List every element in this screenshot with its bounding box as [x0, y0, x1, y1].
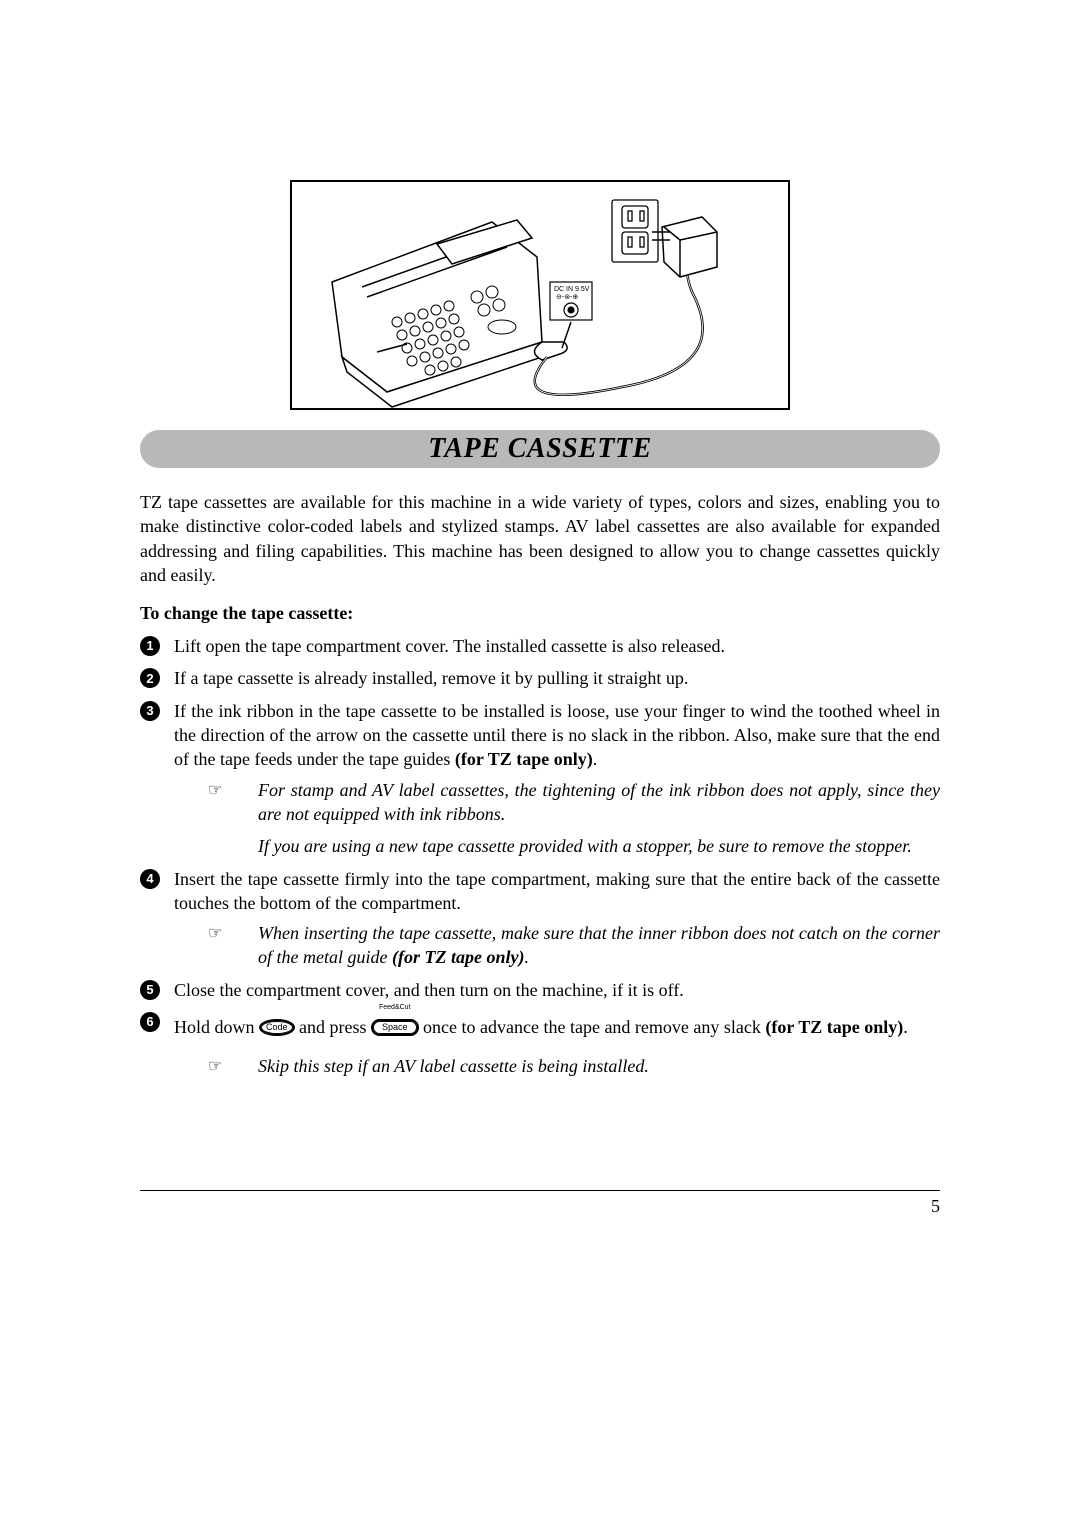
- polarity-label: ⊖-⊛-⊕: [556, 294, 578, 301]
- step-4: Insert the tape cassette firmly into the…: [140, 867, 940, 970]
- note-2: If you are using a new tape cassette pro…: [174, 834, 940, 858]
- step-6-text-c: once to advance the tape and remove any …: [419, 1017, 766, 1037]
- subheading: To change the tape cassette:: [140, 603, 940, 624]
- step-3-text-c: .: [593, 749, 598, 769]
- illustration-adapter: DC IN 9.5V ⊖-⊛-⊕: [290, 180, 790, 410]
- step-1: Lift open the tape compartment cover. Th…: [140, 634, 940, 658]
- step-5: Close the compartment cover, and then tu…: [140, 978, 940, 1002]
- step-6-text-b: and press: [295, 1017, 371, 1037]
- pointer-icon: ☞: [208, 921, 258, 970]
- step-4-text: Insert the tape cassette firmly into the…: [174, 869, 940, 913]
- feedcut-label: Feed&Cut: [379, 1001, 411, 1014]
- step-6-text-e: .: [903, 1017, 908, 1037]
- page-number: 5: [931, 1196, 940, 1217]
- footer-rule: [140, 1190, 940, 1191]
- intro-paragraph: TZ tape cassettes are available for this…: [140, 490, 940, 587]
- note-1: ☞ For stamp and AV label cassettes, the …: [174, 778, 940, 827]
- pointer-icon: ☞: [208, 778, 258, 827]
- step-3-bold: (for TZ tape only): [455, 749, 593, 769]
- step-2: If a tape cassette is already installed,…: [140, 666, 940, 690]
- section-heading-pill: TAPE CASSETTE: [140, 430, 940, 468]
- space-key-wrap: Feed&CutSpace: [371, 1010, 419, 1044]
- step-6-bold: (for TZ tape only): [765, 1017, 903, 1037]
- page-content: DC IN 9.5V ⊖-⊛-⊕: [140, 180, 940, 1087]
- section-heading-text: TAPE CASSETTE: [428, 433, 652, 465]
- step-3: If the ink ribbon in the tape cassette t…: [140, 699, 940, 859]
- steps-list: Lift open the tape compartment cover. Th…: [140, 634, 940, 1078]
- pointer-spacer: [208, 834, 258, 858]
- note-1-text: For stamp and AV label cassettes, the ti…: [258, 778, 940, 827]
- step-6-text-a: Hold down: [174, 1017, 259, 1037]
- note-4: ☞ Skip this step if an AV label cassette…: [174, 1054, 940, 1078]
- step-5-text: Close the compartment cover, and then tu…: [174, 980, 684, 1000]
- dc-label: DC IN 9.5V: [554, 286, 590, 293]
- pointer-icon: ☞: [208, 1054, 258, 1078]
- note-4-text: Skip this step if an AV label cassette i…: [258, 1054, 940, 1078]
- code-key-icon: Code: [259, 1019, 295, 1036]
- step-6: Hold down Code and press Feed&CutSpace o…: [140, 1010, 940, 1078]
- note-3: ☞ When inserting the tape cassette, make…: [174, 921, 940, 970]
- step-1-text: Lift open the tape compartment cover. Th…: [174, 636, 725, 656]
- adapter-diagram-svg: DC IN 9.5V ⊖-⊛-⊕: [292, 182, 792, 412]
- note-2-text: If you are using a new tape cassette pro…: [258, 834, 940, 858]
- step-2-text: If a tape cassette is already installed,…: [174, 668, 688, 688]
- space-key-icon: Space: [371, 1019, 419, 1036]
- note-3-text: When inserting the tape cassette, make s…: [258, 921, 940, 970]
